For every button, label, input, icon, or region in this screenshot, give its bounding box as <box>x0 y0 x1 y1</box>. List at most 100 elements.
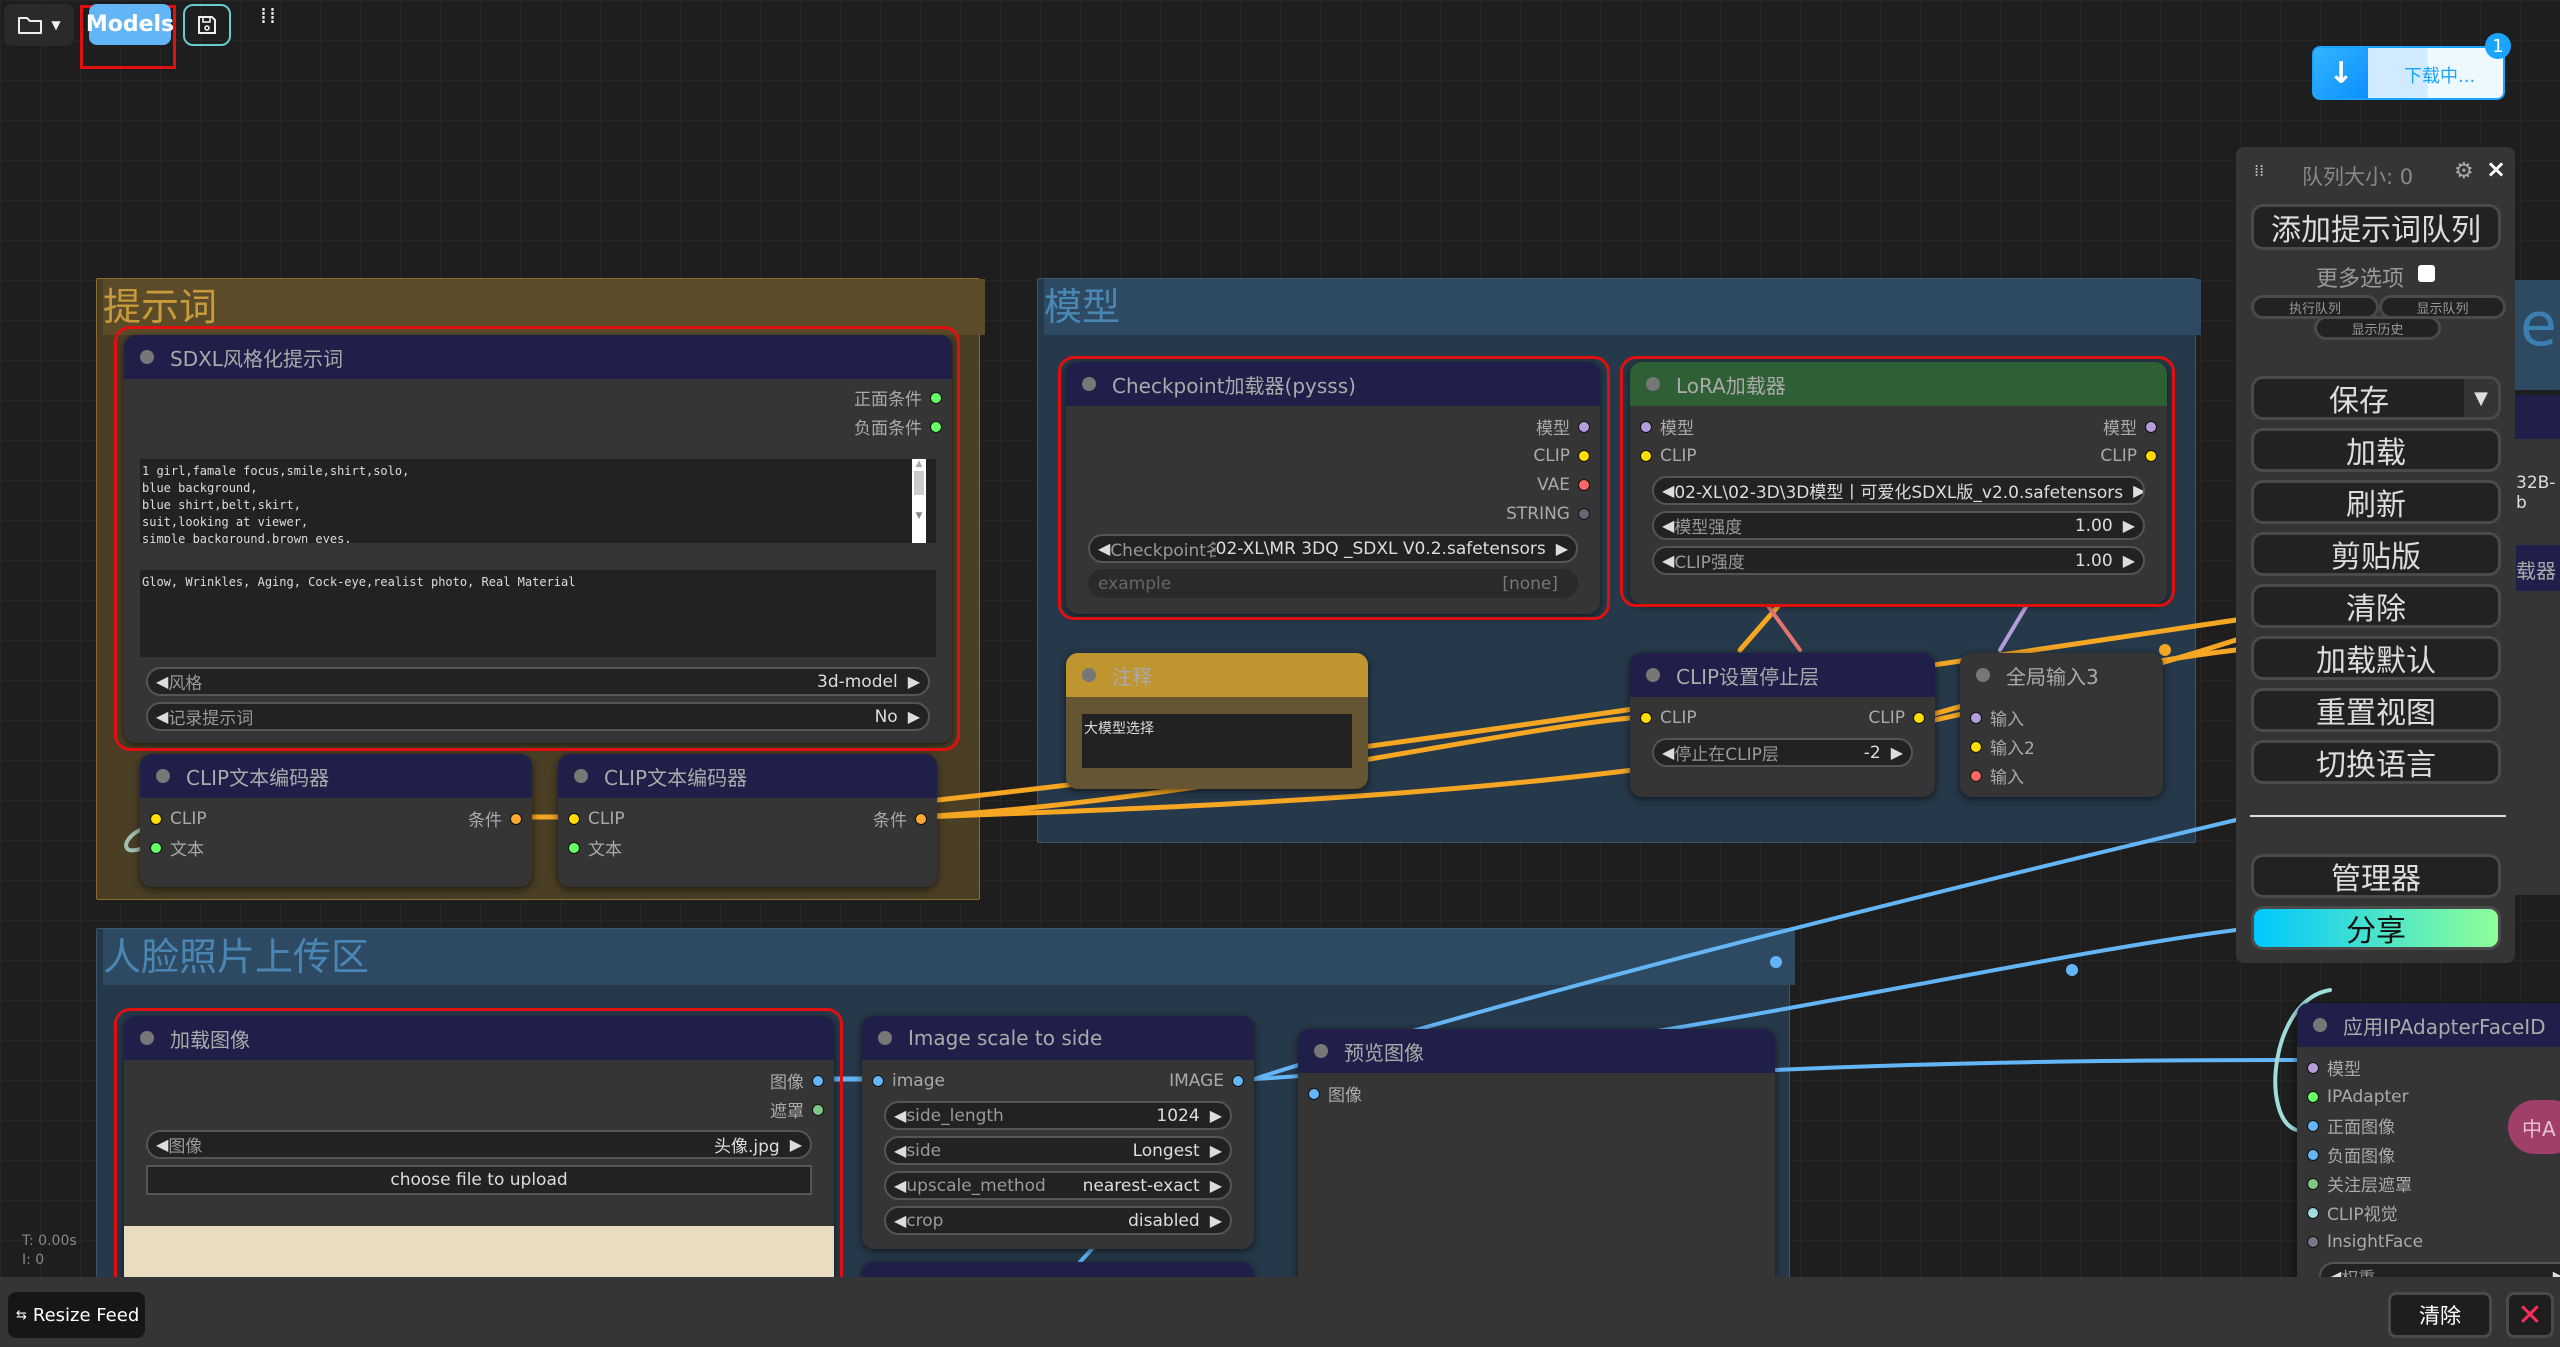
download-progress[interactable]: ↓ 下载中... <box>2312 46 2505 100</box>
decrement-arrow-icon[interactable]: ◀ <box>894 1211 907 1230</box>
collapse-dot[interactable] <box>1082 377 1096 391</box>
collapse-dot[interactable] <box>574 769 588 783</box>
widget-clip强度[interactable]: ◀ CLIP强度 1.00 ▶ <box>1652 546 2145 575</box>
node-header[interactable]: 预览图像 <box>1298 1029 1775 1073</box>
input-slot[interactable]: image <box>872 1066 945 1095</box>
node-loadimg[interactable]: 加载图像 图像 遮罩 ◀ 图像 头像.jpg ▶ choose file to upload <box>124 1016 834 1316</box>
widget-side_length[interactable]: ◀ side_length 1024 ▶ <box>884 1101 1232 1130</box>
input-slot[interactable]: 图像 <box>1308 1079 1362 1108</box>
input-slot[interactable]: CLIP <box>1640 703 1697 732</box>
increment-arrow-icon[interactable]: ▶ <box>1209 1106 1222 1125</box>
input-slot[interactable]: 输入 <box>1970 761 2024 790</box>
widget-crop[interactable]: ◀ crop disabled ▶ <box>884 1206 1232 1235</box>
node-global[interactable]: 全局输入3 输入 输入2 输入 <box>1960 653 2163 797</box>
widget-side[interactable]: ◀ side Longest ▶ <box>884 1136 1232 1165</box>
decrement-arrow-icon[interactable]: ◀ <box>894 1176 907 1195</box>
socket-dot[interactable] <box>1578 478 1590 491</box>
feed-clear-button[interactable]: 清除 <box>2388 1292 2492 1338</box>
decrement-arrow-icon[interactable]: ◀ <box>1662 743 1675 762</box>
socket-dot[interactable] <box>2307 1119 2319 1132</box>
node-header[interactable]: Image scale to side <box>862 1016 1254 1060</box>
socket-dot[interactable] <box>915 812 927 825</box>
socket-dot[interactable] <box>510 812 522 825</box>
socket-dot[interactable] <box>2307 1235 2319 1248</box>
socket-dot[interactable] <box>872 1074 884 1087</box>
widget-图像[interactable]: ◀ 图像 头像.jpg ▶ <box>146 1130 812 1159</box>
clear-button[interactable]: 清除 <box>2251 584 2501 628</box>
node-scale[interactable]: Image scale to side image IMAGE ◀ side_lengt… <box>862 1016 1254 1249</box>
switch-language-button[interactable]: 切换语言 <box>2251 740 2501 784</box>
collapse-dot[interactable] <box>1082 668 1096 682</box>
decrement-arrow-icon[interactable]: ◀ <box>894 1141 907 1160</box>
widget-停止在clip层[interactable]: ◀ 停止在CLIP层 -2 ▶ <box>1652 738 1913 767</box>
collapse-dot[interactable] <box>140 1031 154 1045</box>
collapse-dot[interactable] <box>878 1031 892 1045</box>
collapse-dot[interactable] <box>1646 377 1660 391</box>
increment-arrow-icon[interactable]: ▶ <box>2122 516 2135 535</box>
increment-arrow-icon[interactable]: ▶ <box>2553 1267 2560 1286</box>
socket-dot[interactable] <box>2307 1061 2319 1074</box>
decrement-arrow-icon[interactable]: ◀ <box>156 707 169 726</box>
output-slot[interactable]: CLIP <box>2100 441 2157 470</box>
socket-dot[interactable] <box>2307 1177 2319 1190</box>
node-header[interactable]: SDXL风格化提示词 <box>124 335 952 379</box>
node-clip1[interactable]: CLIP文本编码器 CLIP 条件 文本 <box>140 754 532 887</box>
decrement-arrow-icon[interactable]: ◀ <box>1662 551 1675 570</box>
collapse-dot[interactable] <box>1314 1044 1328 1058</box>
socket-dot[interactable] <box>568 812 580 825</box>
socket-dot[interactable] <box>1640 711 1652 724</box>
node-clipskip[interactable]: CLIP设置停止层 CLIP CLIP ◀ 停止在CLIP层 -2 ▶ <box>1630 653 1935 797</box>
node-clip2[interactable]: CLIP文本编码器 CLIP 条件 文本 <box>558 754 937 887</box>
increment-arrow-icon[interactable]: ▶ <box>1209 1141 1222 1160</box>
socket-dot[interactable] <box>2307 1206 2319 1219</box>
output-slot[interactable]: 图像 <box>770 1066 824 1095</box>
socket-dot[interactable] <box>1970 740 1982 753</box>
widget-记录提示词[interactable]: ◀ 记录提示词 No ▶ <box>146 702 930 731</box>
models-button[interactable]: Models <box>86 4 174 45</box>
more-options-checkbox[interactable] <box>2418 265 2435 282</box>
decrement-arrow-icon[interactable]: ◀ <box>1662 481 1675 500</box>
increment-arrow-icon[interactable]: ▶ <box>2133 481 2145 500</box>
socket-dot[interactable] <box>1578 420 1590 433</box>
socket-dot[interactable] <box>812 1074 824 1087</box>
collapse-dot[interactable] <box>1976 668 1990 682</box>
socket-dot[interactable] <box>1970 711 1982 724</box>
socket-dot[interactable] <box>1913 711 1925 724</box>
save-dropdown-chevron-icon[interactable]: ▼ <box>2464 379 2498 417</box>
feed-close-button[interactable]: ✕ <box>2506 1292 2554 1338</box>
socket-dot[interactable] <box>930 391 942 404</box>
drag-handle-icon[interactable]: ⁞⁞ <box>260 4 278 29</box>
node-header[interactable]: CLIP设置停止层 <box>1630 653 1935 697</box>
output-slot[interactable]: STRING <box>1506 499 1590 528</box>
node-header[interactable]: CLIP文本编码器 <box>558 754 937 798</box>
node-header[interactable]: 应用IPAdapterFaceID <box>2297 1003 2560 1047</box>
input-slot[interactable]: InsightFace <box>2307 1227 2423 1256</box>
increment-arrow-icon[interactable]: ▶ <box>1209 1211 1222 1230</box>
output-slot[interactable]: CLIP <box>1868 703 1925 732</box>
manager-button[interactable]: 管理器 <box>2251 854 2501 898</box>
widget-风格[interactable]: ◀ 风格 3d-model ▶ <box>146 667 930 696</box>
load-button[interactable]: 加载 <box>2251 428 2501 472</box>
decrement-arrow-icon[interactable]: ◀ <box>156 1135 169 1154</box>
input-slot[interactable]: CLIP视觉 <box>2307 1198 2398 1227</box>
output-slot[interactable]: 条件 <box>873 804 927 833</box>
socket-dot[interactable] <box>2307 1148 2319 1161</box>
output-slot[interactable]: IMAGE <box>1169 1066 1244 1095</box>
show-queue-button[interactable]: 显示队列 <box>2379 295 2506 319</box>
widget-example[interactable]: example [none] <box>1088 569 1578 598</box>
input-slot[interactable]: 关注层遮罩 <box>2307 1169 2412 1198</box>
output-slot[interactable]: CLIP <box>1533 441 1590 470</box>
close-icon[interactable]: × <box>2486 155 2507 183</box>
node-ckpt[interactable]: Checkpoint加载器(pysss) 模型 CLIP VAE STRING ◀ Chec… <box>1066 362 1600 614</box>
widget-checkpoint名称[interactable]: ◀Checkpoint名称02-XL\MR 3DQ _SDXL V0.2.saf… <box>1088 534 1578 563</box>
textarea-scrollbar[interactable]: ▲ ▼ <box>912 459 926 543</box>
socket-dot[interactable] <box>1640 449 1652 462</box>
collapse-dot[interactable] <box>140 350 154 364</box>
prompt-textarea[interactable]: 1 girl,famale focus,smile,shirt,solo, bl… <box>140 459 936 543</box>
decrement-arrow-icon[interactable]: ◀ <box>156 672 169 691</box>
prompt-textarea[interactable]: Glow, Wrinkles, Aging, Cock-eye,realist … <box>140 570 936 657</box>
node-header[interactable]: LoRA加载器 <box>1630 362 2167 406</box>
output-slot[interactable]: 模型 <box>1536 412 1590 441</box>
increment-arrow-icon[interactable]: ▶ <box>907 672 920 691</box>
input-slot[interactable]: 文本 <box>568 833 622 862</box>
